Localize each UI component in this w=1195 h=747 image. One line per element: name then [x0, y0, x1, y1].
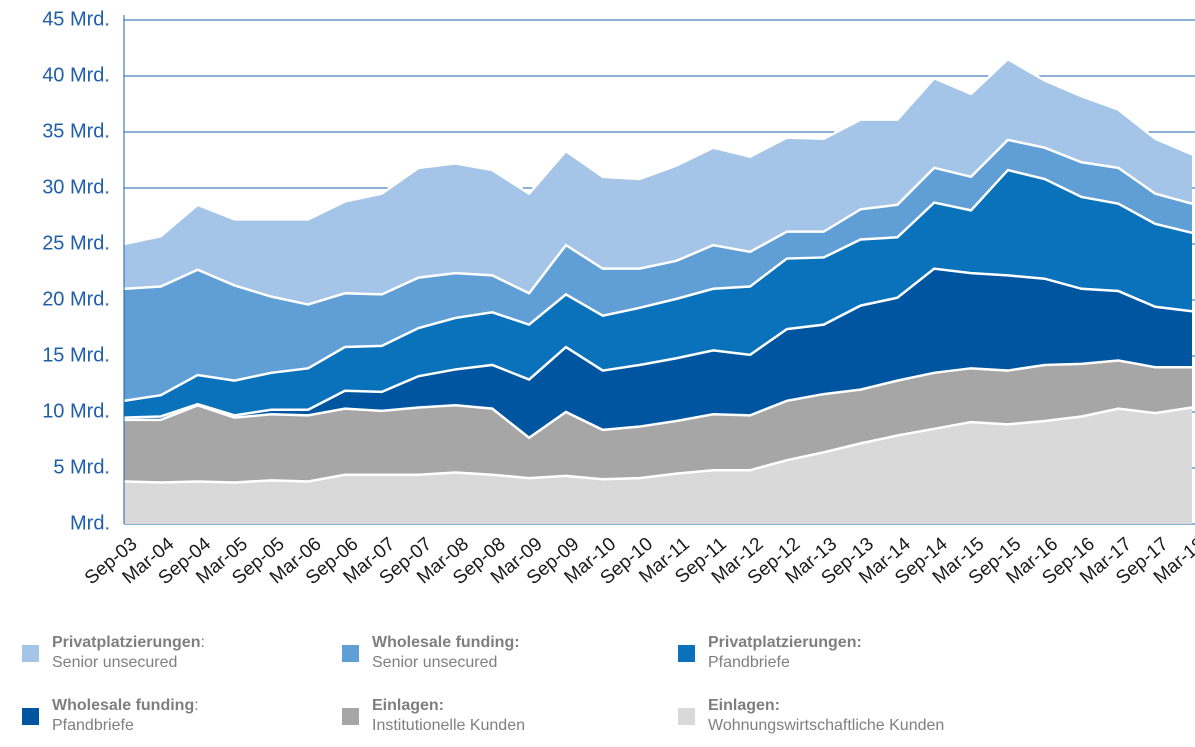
area: [124, 268, 1192, 438]
legend-sub: Wohnungswirtschaftliche Kunden: [708, 717, 944, 734]
legend-sub: Senior unsecured: [372, 654, 497, 671]
legend-sep: :: [200, 634, 204, 651]
y-tick-label: 45 Mrd.: [42, 8, 110, 30]
legend-swatch: [342, 645, 359, 662]
y-tick-label: Mrd.: [70, 512, 110, 534]
area: [124, 139, 1192, 401]
legend-sub: Senior unsecured: [52, 654, 177, 671]
legend-swatch: [342, 708, 359, 725]
legend-sub: Pfandbriefe: [708, 654, 790, 671]
area-edge: [123, 138, 1193, 306]
legend-title: Wholesale funding:: [372, 634, 520, 651]
area: [124, 170, 1192, 418]
legend-title: Wholesale funding:: [52, 697, 199, 714]
legend-swatch: [22, 708, 39, 725]
area: [124, 407, 1192, 524]
y-tick-label: 5 Mrd.: [53, 456, 110, 478]
area-edge: [123, 168, 1193, 403]
legend-title: Privatplatzierungen:: [52, 634, 205, 651]
legend-swatch: [678, 645, 695, 662]
y-tick-label: 15 Mrd.: [42, 344, 110, 366]
area: [124, 360, 1192, 483]
legend-swatch: [22, 645, 39, 662]
area-edge: [123, 267, 1193, 419]
legend-name: Einlagen:: [708, 697, 780, 714]
y-tick-label: 35 Mrd.: [42, 120, 110, 142]
legend-sub: Institutionelle Kunden: [372, 717, 525, 734]
area: [124, 59, 1192, 305]
legend-title: Einlagen:: [708, 697, 780, 714]
y-tick-label: 20 Mrd.: [42, 288, 110, 310]
area-edge: [123, 406, 1193, 484]
legend-title: Privatplatzierungen:: [708, 634, 862, 651]
legend-sub: Pfandbriefe: [52, 717, 134, 734]
area-edge: [123, 57, 1193, 246]
legend-name: Einlagen:: [372, 697, 444, 714]
legend-name: Wholesale funding:: [372, 634, 520, 651]
legend-name: Privatplatzierungen:: [708, 634, 862, 651]
y-tick-label: 30 Mrd.: [42, 176, 110, 198]
y-tick-label: 40 Mrd.: [42, 64, 110, 86]
legend-swatch: [678, 708, 695, 725]
area-edge: [124, 359, 1192, 440]
legend-name: Privatplatzierungen: [52, 634, 200, 651]
legend-name: Wholesale funding: [52, 697, 194, 714]
y-tick-label: 25 Mrd.: [42, 232, 110, 254]
legend-title: Einlagen:: [372, 697, 444, 714]
y-tick-label: 10 Mrd.: [42, 400, 110, 422]
legend-sep: :: [194, 697, 198, 714]
